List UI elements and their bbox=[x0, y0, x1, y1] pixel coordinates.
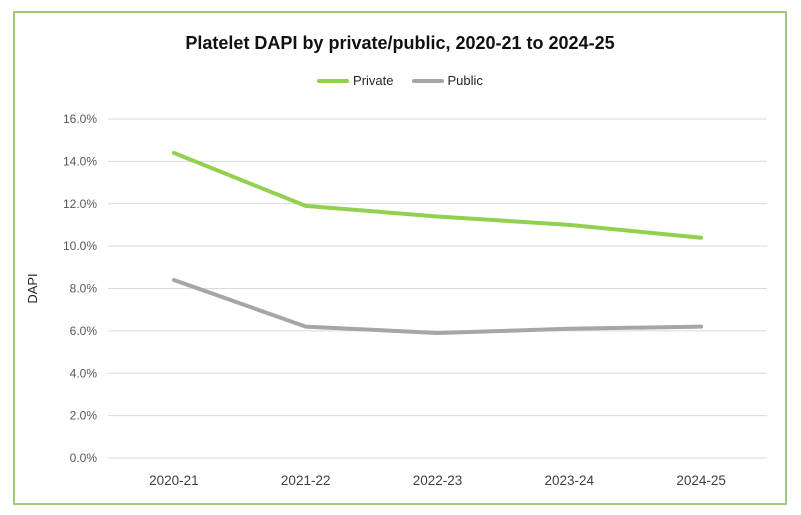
chart-frame: Platelet DAPI by private/public, 2020-21… bbox=[13, 11, 787, 505]
y-tick-label: 6.0% bbox=[70, 324, 98, 338]
x-category-label: 2022-23 bbox=[413, 473, 463, 488]
chart-legend: Private Public bbox=[15, 73, 785, 88]
legend-item-private: Private bbox=[317, 73, 394, 88]
chart-title: Platelet DAPI by private/public, 2020-21… bbox=[185, 33, 615, 53]
legend-label-public: Public bbox=[447, 73, 483, 88]
x-category-label: 2024-25 bbox=[676, 473, 726, 488]
series-line-public bbox=[171, 278, 704, 335]
y-tick-label: 14.0% bbox=[63, 154, 97, 168]
x-category-label: 2020-21 bbox=[149, 473, 199, 488]
series-line-private bbox=[171, 150, 704, 240]
y-tick-label: 8.0% bbox=[70, 282, 98, 296]
legend-item-public: Public bbox=[411, 73, 483, 88]
y-tick-label: 2.0% bbox=[70, 409, 98, 423]
y-tick-label: 16.0% bbox=[63, 112, 97, 126]
x-category-label: 2021-22 bbox=[281, 473, 331, 488]
private-line-swatch-icon bbox=[317, 78, 350, 83]
x-category-label: 2023-24 bbox=[545, 473, 595, 488]
y-tick-label: 10.0% bbox=[63, 239, 97, 253]
public-line-swatch-icon bbox=[411, 78, 444, 83]
line-chart-canvas: 0.0% 2.0% 4.0% 6.0% 8.0% 10.0% 12.0% 14.0% 16.0%… bbox=[25, 112, 767, 488]
y-tick-label: 4.0% bbox=[70, 366, 98, 380]
legend-label-private: Private bbox=[353, 73, 394, 88]
y-tick-label: 12.0% bbox=[63, 197, 97, 211]
y-axis-title: DAPI bbox=[25, 273, 40, 303]
y-tick-label: 0.0% bbox=[70, 451, 98, 465]
